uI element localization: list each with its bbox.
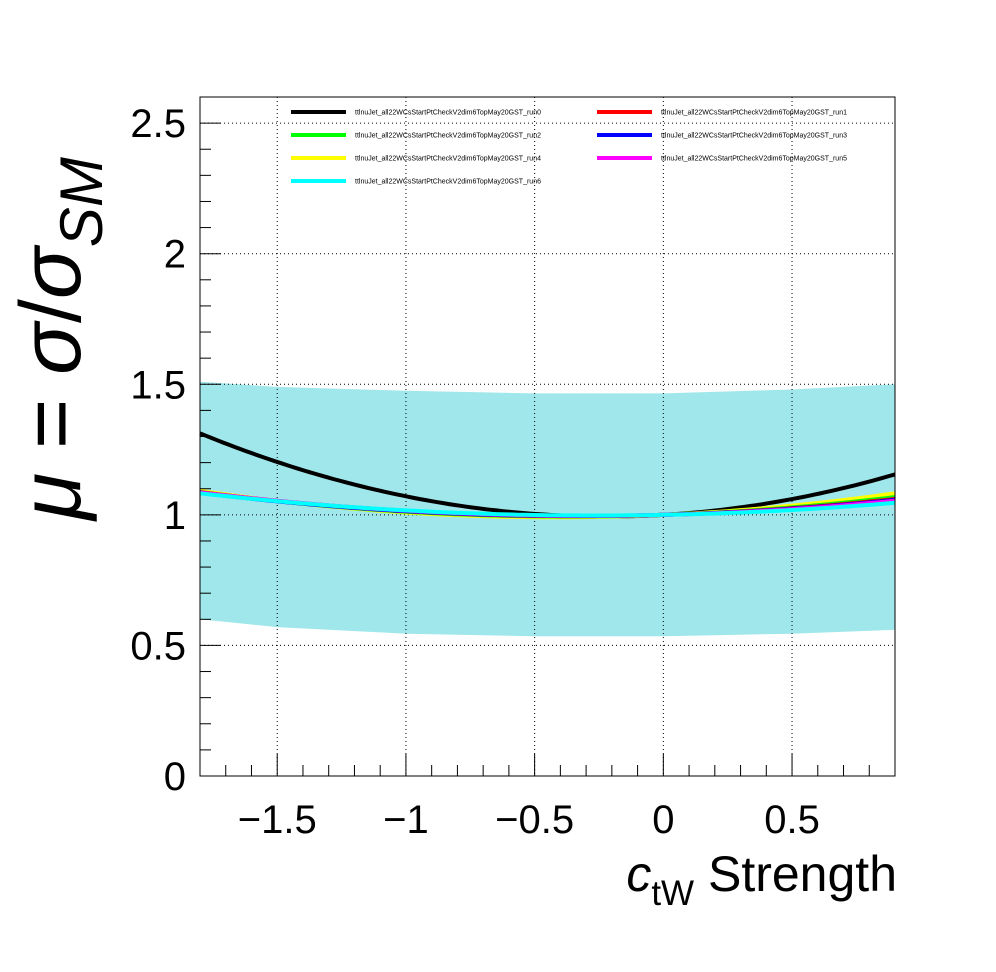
legend: ttlnuJet_all22WCsStartPtCheckV2dim6TopMa…	[291, 110, 847, 186]
legend-label-1: ttlnuJet_all22WCsStartPtCheckV2dim6TopMa…	[661, 110, 847, 117]
y-axis-title-sigma: σ	[3, 320, 99, 375]
x-axis-title-var: c	[626, 846, 651, 902]
x-tick-label-4: 0.5	[764, 798, 820, 842]
x-tick-label-1: −1	[383, 798, 429, 842]
band-area	[200, 381, 895, 637]
x-tick-label-0: −1.5	[238, 798, 317, 842]
legend-label-2: ttlnuJet_all22WCsStartPtCheckV2dim6TopMa…	[355, 133, 541, 140]
y-tick-label-5: 2.5	[130, 102, 186, 146]
y-tick-label-2: 1	[164, 494, 186, 538]
y-axis-title-eq: =	[3, 375, 99, 473]
legend-label-3: ttlnuJet_all22WCsStartPtCheckV2dim6TopMa…	[661, 133, 847, 140]
series-line-6	[199, 491, 896, 518]
axis-ticks	[199, 96, 896, 777]
y-axis-title-sigma2: σ	[3, 244, 99, 299]
y-tick-labels: 0 0.5 1 1.5 2 2.5	[130, 102, 186, 799]
y-tick-label-1: 0.5	[130, 624, 186, 668]
legend-label-0: ttlnuJet_all22WCsStartPtCheckV2dim6TopMa…	[355, 110, 541, 117]
x-tick-labels: −1.5 −1 −0.5 0 0.5	[238, 798, 820, 842]
legend-label-6: ttlnuJet_all22WCsStartPtCheckV2dim6TopMa…	[355, 179, 541, 186]
uncertainty-band	[200, 381, 895, 637]
y-axis-title-slash: /	[3, 299, 99, 323]
y-tick-label-3: 1.5	[130, 363, 186, 407]
series-lines	[199, 431, 896, 520]
y-tick-label-0: 0	[164, 755, 186, 799]
y-axis-title-sub: SM	[48, 157, 115, 247]
y-tick-label-4: 2	[164, 233, 186, 277]
legend-label-5: ttlnuJet_all22WCsStartPtCheckV2dim6TopMa…	[661, 156, 847, 163]
x-axis-title: ctW Strength	[626, 846, 897, 913]
x-axis-title-sub: tW	[651, 874, 694, 913]
x-axis-title-rest: Strength	[694, 846, 897, 902]
x-tick-label-3: 0	[652, 798, 674, 842]
y-axis-title: μ = σ/σSM	[3, 157, 115, 522]
y-axis-title-mu: μ	[3, 473, 99, 522]
legend-label-4: ttlnuJet_all22WCsStartPtCheckV2dim6TopMa…	[355, 156, 541, 163]
x-tick-label-2: −0.5	[495, 798, 574, 842]
